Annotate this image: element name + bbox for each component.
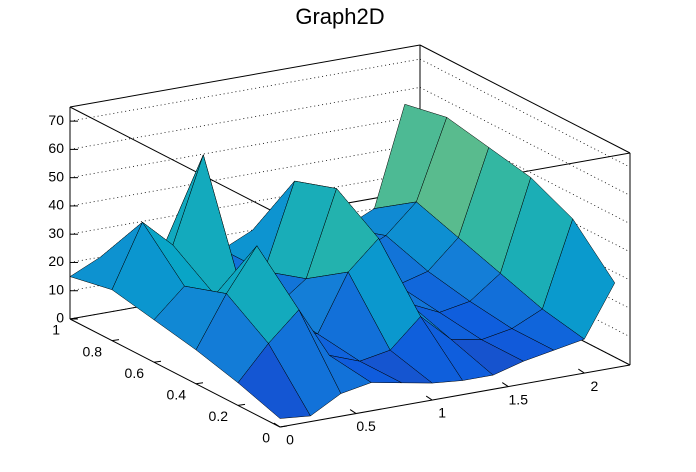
z-tick-label: 20 (48, 253, 64, 269)
y-tick (69, 317, 78, 320)
chart-title: Graph2D (295, 4, 384, 29)
x-tick-label: 0 (286, 432, 294, 448)
y-tick-label: 0.2 (209, 408, 229, 424)
y-tick-label: 0.8 (83, 343, 103, 359)
grid-line (419, 58, 631, 168)
z-tick-label: 0 (56, 310, 64, 326)
y-tick-label: 0 (262, 430, 270, 446)
x-tick-label: 0.5 (356, 418, 376, 434)
grid-line (69, 115, 421, 179)
z-tick-label: 30 (48, 225, 64, 241)
y-tick (279, 425, 288, 428)
x-tick-label: 1 (438, 405, 446, 421)
x-tick (578, 368, 585, 374)
x-tick-label: 2 (590, 378, 598, 394)
box-edge (69, 106, 281, 216)
x-tick (425, 395, 433, 401)
y-tick-label: 0.6 (125, 365, 145, 381)
grid-line (69, 171, 421, 235)
box-edge (69, 44, 421, 108)
grid-line (69, 143, 421, 207)
grid-line (69, 200, 421, 263)
z-tick-label: 70 (48, 112, 64, 128)
x-tick-label: 1.5 (509, 391, 529, 407)
y-axis (69, 318, 281, 428)
grid-line (419, 143, 631, 253)
y-tick (195, 382, 204, 385)
y-tick (153, 360, 162, 363)
x-axis (279, 364, 631, 428)
y-tick-label: 0.4 (167, 387, 187, 403)
y-tick (111, 339, 120, 342)
y-tick-label: 1 (52, 322, 60, 338)
x-tick (501, 382, 509, 387)
grid-line (419, 115, 631, 225)
surface-cell (237, 343, 311, 419)
grid-line (419, 256, 631, 366)
grid-line (69, 87, 421, 150)
y-tick (237, 403, 246, 406)
grid-line (69, 58, 421, 122)
box-edge (419, 44, 631, 154)
x-tick (273, 422, 281, 428)
z-tick-label: 60 (48, 140, 64, 156)
z-tick-label: 10 (48, 281, 64, 297)
z-tick-label: 50 (48, 168, 64, 184)
grid-line (419, 87, 631, 196)
x-tick (349, 409, 357, 414)
z-tick-label: 40 (48, 197, 64, 213)
